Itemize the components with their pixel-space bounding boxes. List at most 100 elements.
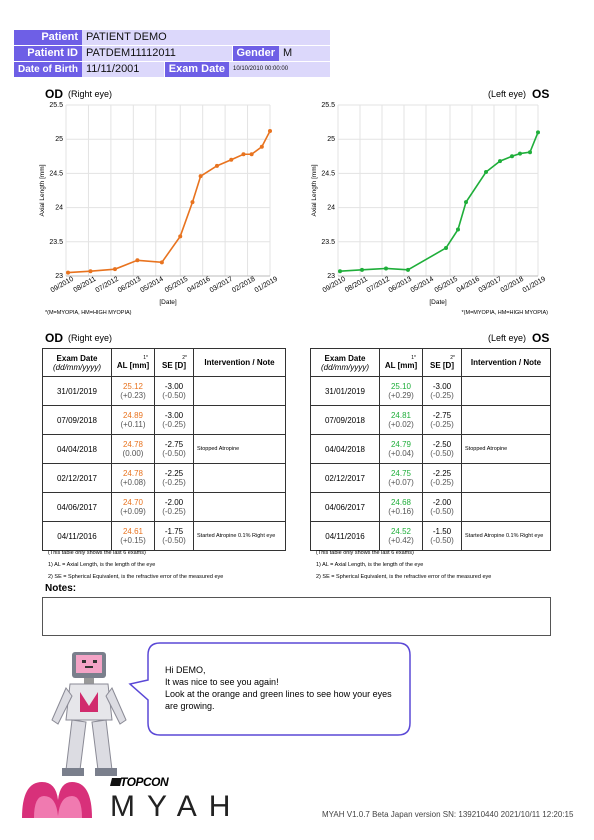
note-text: Started Atropine 0.1% Right eye bbox=[465, 533, 544, 539]
se-cell: -2.00 (-0.50) bbox=[422, 492, 462, 522]
al-diff: (+0.02) bbox=[388, 420, 414, 429]
al-cell: 24.81 (+0.02) bbox=[379, 405, 423, 435]
data-point bbox=[484, 170, 488, 175]
al-value: 24.81 bbox=[390, 411, 412, 420]
se-cell: -3.00 (-0.25) bbox=[154, 405, 194, 435]
al-cell: 24.89 (+0.11) bbox=[111, 405, 155, 435]
table-row: 04/06/2017 24.68 (+0.16) -2.00 (-0.50) bbox=[310, 492, 551, 522]
al-cell: 24.52 (+0.42) bbox=[379, 521, 423, 551]
exam-table: Exam Date (dd/mm/yyyy) 1* AL [mm] 2* SE [D] In… bbox=[310, 348, 551, 551]
eye-label: OS bbox=[532, 331, 550, 345]
footer: MYAH V1.0.7 Beta Japan version SN: 13921… bbox=[322, 810, 574, 819]
al-cell: 24.61 (+0.15) bbox=[111, 521, 155, 551]
x-tick-label: 03/2017 bbox=[209, 276, 235, 295]
se-value: -2.00 bbox=[432, 498, 452, 507]
header-row: Exam Date (dd/mm/yyyy) 1* AL [mm] 2* SE [D] In… bbox=[42, 348, 286, 377]
y-tick-label: 24 bbox=[327, 205, 335, 212]
header-cell: 2* SE [D] bbox=[154, 348, 194, 377]
header-cell: Exam Date (dd/mm/yyyy) bbox=[310, 348, 380, 377]
al-diff: (+0.15) bbox=[120, 536, 146, 545]
se-diff: (-0.25) bbox=[162, 420, 186, 429]
data-point bbox=[268, 128, 272, 133]
se-diff: (-0.25) bbox=[162, 478, 186, 487]
al-diff: (+0.08) bbox=[120, 478, 146, 487]
table-row: 07/09/2018 24.89 (+0.11) -3.00 (-0.25) bbox=[42, 405, 286, 435]
al-value: 25.12 bbox=[122, 382, 144, 391]
header-cell: Intervention / Note bbox=[461, 348, 551, 377]
se-diff: (-0.25) bbox=[430, 420, 454, 429]
data-point bbox=[259, 144, 264, 149]
label: Exam Date bbox=[165, 62, 229, 77]
se-diff: (-0.25) bbox=[430, 391, 454, 400]
data-point bbox=[178, 234, 183, 239]
table-row: 04/04/2018 24.78 (0.00) -2.75 (-0.50) Stopped… bbox=[42, 434, 286, 464]
data-point bbox=[406, 267, 410, 272]
header-cell: 1* AL [mm] bbox=[111, 348, 155, 377]
x-tick-label: 01/2019 bbox=[254, 276, 280, 295]
note-cell bbox=[193, 405, 286, 435]
y-axis-label: Axial Length [mm] bbox=[39, 164, 46, 216]
x-tick-label: 05/2015 bbox=[434, 276, 460, 295]
note-cell bbox=[461, 492, 551, 522]
al-diff: (+0.07) bbox=[388, 478, 414, 487]
header-cell: Intervention / Note bbox=[193, 348, 286, 377]
se-cell: -1.50 (-0.50) bbox=[422, 521, 462, 551]
note-cell: Stopped Atropine bbox=[461, 434, 551, 464]
data-line bbox=[67, 130, 271, 274]
footnote: 2) SE = Spherical Equivalent, is the ref… bbox=[48, 574, 224, 580]
note-text: Stopped Atropine bbox=[465, 446, 508, 452]
data-point bbox=[518, 151, 522, 156]
note-cell bbox=[193, 463, 286, 493]
x-tick-label: 03/2017 bbox=[478, 276, 504, 295]
data-point bbox=[241, 152, 246, 157]
data-point bbox=[384, 266, 388, 271]
al-diff: (+0.11) bbox=[120, 420, 146, 429]
se-diff: (-0.50) bbox=[162, 536, 186, 545]
y-tick-label: 24 bbox=[55, 205, 63, 212]
se-diff: (-0.50) bbox=[430, 507, 454, 516]
myah-logo-mark bbox=[22, 782, 92, 818]
note-cell bbox=[461, 463, 551, 493]
header-cell: 2* SE [D] bbox=[422, 348, 462, 377]
y-tick-label: 24.5 bbox=[49, 170, 63, 177]
brand-topcon: TOPCON bbox=[120, 775, 169, 789]
data-point bbox=[498, 159, 502, 164]
x-tick-label: 07/2012 bbox=[366, 276, 392, 295]
al-diff: (0.00) bbox=[122, 449, 144, 458]
note-cell: Stopped Atropine bbox=[193, 434, 286, 464]
robot bbox=[51, 652, 127, 776]
value: PATDEM11112011 bbox=[82, 46, 232, 61]
se-cell: -1.75 (-0.50) bbox=[154, 521, 194, 551]
date-cell: 04/06/2017 bbox=[310, 492, 380, 522]
se-value: -2.75 bbox=[164, 440, 184, 449]
al-value: 24.61 bbox=[122, 527, 144, 536]
eye-label: OD bbox=[45, 331, 63, 345]
al-value: 24.78 bbox=[122, 469, 144, 478]
x-tick-label: 08/2011 bbox=[344, 276, 369, 295]
al-diff: (+0.09) bbox=[120, 507, 146, 516]
data-point bbox=[112, 267, 117, 272]
brand-myah: MYAH bbox=[110, 790, 243, 823]
se-cell: -2.00 (-0.25) bbox=[154, 492, 194, 522]
al-value: 24.68 bbox=[390, 498, 412, 507]
header-text: Exam Date bbox=[56, 353, 98, 363]
x-tick-label: 05/2014 bbox=[410, 276, 436, 295]
date-cell: 04/06/2017 bbox=[42, 492, 112, 522]
al-diff: (+0.16) bbox=[388, 507, 414, 516]
date-cell: 04/11/2016 bbox=[310, 521, 380, 551]
x-axis-label: [Date] bbox=[159, 299, 177, 306]
se-cell: -2.25 (-0.25) bbox=[154, 463, 194, 493]
table-row: 31/01/2019 25.10 (+0.29) -3.00 (-0.25) bbox=[310, 376, 551, 406]
al-cell: 24.68 (+0.16) bbox=[379, 492, 423, 522]
message-line: Hi DEMO, bbox=[165, 665, 206, 675]
header-text: AL [mm] bbox=[384, 361, 418, 370]
note-cell bbox=[193, 376, 286, 406]
header-text: (dd/mm/yyyy) bbox=[53, 362, 101, 372]
footnote: 1) AL = Axial Length, is the length of t… bbox=[316, 562, 424, 568]
al-cell: 24.70 (+0.09) bbox=[111, 492, 155, 522]
footnote: (This table only shows the last 6 exams) bbox=[48, 550, 146, 556]
se-diff: (-0.25) bbox=[430, 478, 454, 487]
date-cell: 04/04/2018 bbox=[42, 434, 112, 464]
eye-sublabel: (Right eye) bbox=[68, 89, 113, 99]
